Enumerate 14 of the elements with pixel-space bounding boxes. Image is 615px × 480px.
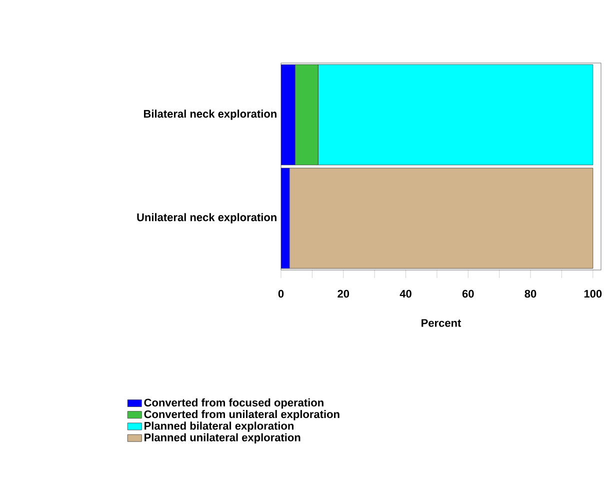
x-axis-title: Percent: [422, 319, 462, 327]
x-tick-label: 80: [524, 290, 536, 298]
legend-label: Planned bilateral exploration: [144, 422, 294, 432]
x-tick-label: 60: [462, 290, 474, 298]
x-tick-label: 0: [278, 290, 284, 298]
y-tick-label: Bilateral neck exploration: [144, 110, 276, 120]
bar: [281, 64, 296, 166]
legend-label: Converted from focused operation: [144, 398, 324, 409]
x-tick-label: 40: [400, 290, 412, 298]
x-tick-label: 20: [338, 290, 350, 298]
x-tick-label: 100: [584, 290, 602, 298]
legend-label: Converted from unilateral exploration: [144, 410, 340, 420]
legend-label: Planned unilateral exploration: [144, 433, 300, 444]
y-tick-label: Unilateral neck exploration: [137, 213, 276, 224]
